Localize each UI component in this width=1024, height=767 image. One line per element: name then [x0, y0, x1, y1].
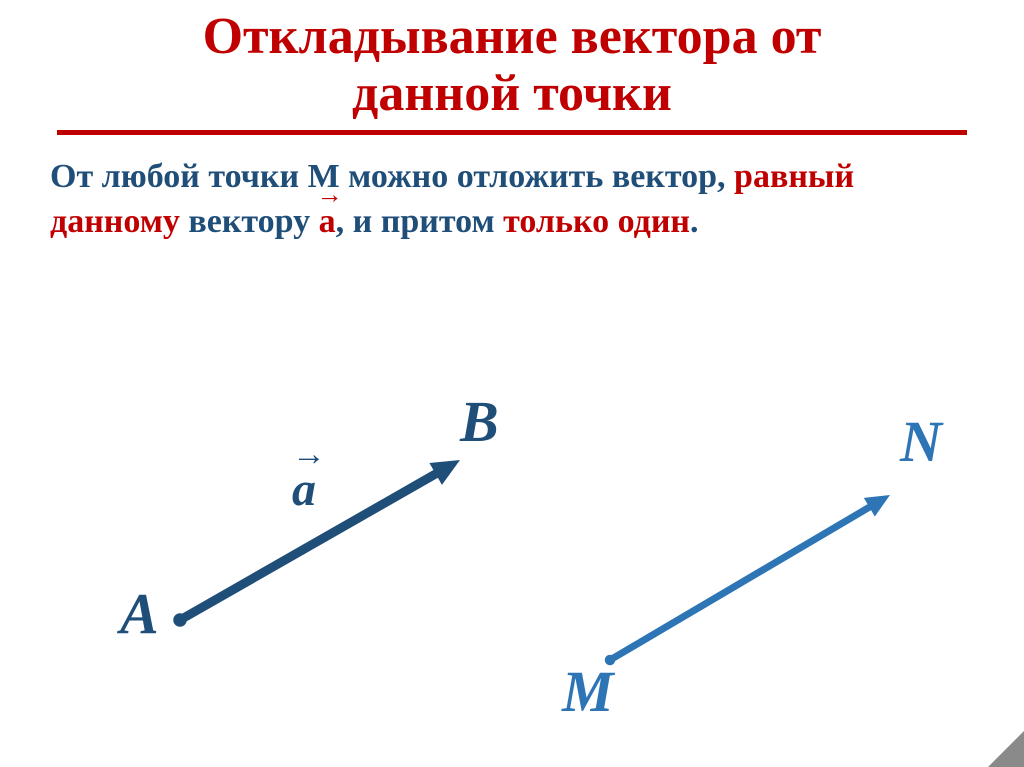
vector-arrow-over-icon: →	[292, 436, 326, 474]
title-line-2: данной точки	[0, 65, 1024, 122]
point-label-N: N	[900, 408, 942, 475]
body-text-part: , и притом	[336, 203, 503, 240]
diagram-svg	[0, 380, 1024, 760]
title-line-1: Откладывание вектора от	[0, 8, 1024, 65]
body-text-part: только один	[503, 203, 690, 240]
body-text-part: вектору	[180, 203, 319, 240]
body-text-part: .	[690, 203, 699, 240]
body-text: От любой точки М можно отложить вектор, …	[0, 135, 1024, 243]
point-label-B: B	[460, 388, 499, 455]
body-text-part: От любой точки М можно отложить вектор,	[50, 158, 734, 195]
corner-fold-icon	[988, 731, 1024, 767]
slide-title: Откладывание вектора от данной точки	[0, 0, 1024, 122]
vector-diagram: A Ba→ M N	[0, 380, 1024, 760]
vector-arrow-over-icon: →	[317, 178, 343, 212]
point-label-A: A	[120, 580, 159, 647]
point-label-M: M	[562, 658, 614, 725]
point-label-a: a→	[292, 462, 316, 517]
body-text-part: а→	[319, 200, 336, 244]
